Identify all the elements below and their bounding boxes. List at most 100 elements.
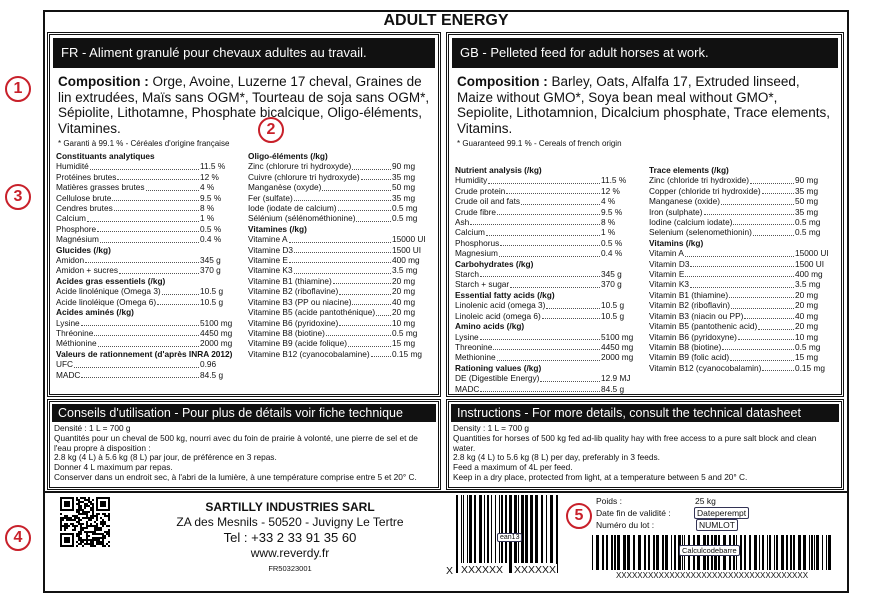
qr-module <box>88 539 90 541</box>
dot-leader <box>94 335 199 337</box>
qr-module <box>96 517 98 519</box>
french-nutrients: Constituants analytiques Humidité 11.5 % Pr… <box>50 151 438 380</box>
qr-module <box>76 525 78 527</box>
qr-module <box>88 543 90 545</box>
qr-module <box>96 527 98 529</box>
qr-module <box>76 533 78 535</box>
barcode-bar <box>535 495 538 563</box>
nutrient-row: Vitamin B3 (niacin ou PP) 40 mg <box>649 311 835 321</box>
nutrient-name: Vitamin E <box>649 269 685 280</box>
qr-module <box>100 529 102 531</box>
dot-leader <box>485 234 600 236</box>
barcode-bar <box>809 535 810 570</box>
nutrient-value: 1500 UI <box>392 244 422 255</box>
marker-5: 5 <box>566 503 592 529</box>
dot-leader <box>750 182 794 184</box>
qr-module <box>102 543 104 545</box>
qr-module <box>106 515 108 517</box>
qr-module <box>108 535 110 537</box>
dot-leader <box>731 307 794 309</box>
dot-leader <box>370 356 391 358</box>
qr-module <box>60 517 62 519</box>
qr-module <box>86 533 88 535</box>
dot-leader <box>376 314 391 316</box>
qr-module <box>78 523 80 525</box>
company-website: www.reverdy.fr <box>250 546 330 560</box>
dot-leader <box>737 338 794 340</box>
nutrient-row: Threonine 4450 mg <box>455 342 641 352</box>
expiry-label: Date fin de validité : <box>596 508 671 518</box>
qr-module <box>84 507 86 509</box>
qr-module <box>92 511 94 513</box>
dot-leader <box>510 286 600 288</box>
dot-leader <box>294 252 391 254</box>
instruction-line: 2.8 kg (4 L) to 5.6 kg (8 L) per day, pr… <box>453 452 660 463</box>
qr-module <box>98 527 100 529</box>
nutrient-row: Amidon 345 g <box>56 255 240 265</box>
qr-module <box>86 537 88 539</box>
qr-module <box>72 515 74 517</box>
qr-module <box>70 517 72 519</box>
qr-module <box>66 527 68 529</box>
dot-leader <box>288 262 391 264</box>
nutrient-name: Vitamine B8 (biotine) <box>248 327 325 338</box>
nutrient-name: DE (Digestible Energy) <box>455 373 540 384</box>
qr-module <box>102 533 104 535</box>
nutrient-value: 10.5 g <box>601 310 625 321</box>
section-title: Trace elements (/kg) <box>649 165 729 175</box>
nutrient-value: 40 mg <box>795 310 819 321</box>
nutrient-name: Thréonine <box>56 327 94 338</box>
qr-module <box>62 517 64 519</box>
french-instructions-header: Conseils d'utilisation - Pour plus de dé… <box>52 404 436 422</box>
dot-leader <box>113 210 199 212</box>
nutrient-name: Vitamine A <box>248 234 288 245</box>
nutrient-value: 35 mg <box>795 185 819 196</box>
nutrient-row: Vitamine D3 1500 UI <box>248 245 432 255</box>
nutrient-name: Linolenic acid (omega 3) <box>455 300 546 311</box>
nutrient-value: 400 mg <box>392 255 420 266</box>
qr-module <box>86 513 88 515</box>
english-composition: Composition : Barley, Oats, Alfalfa 17, … <box>449 71 841 136</box>
nutrient-row: Humidity 11.5 % <box>455 175 641 185</box>
nutrient-row: Zinc (chlorure tri hydroxyde) 90 mg <box>248 161 432 171</box>
qr-module <box>70 523 72 525</box>
dot-leader <box>145 189 199 191</box>
qr-module <box>66 515 68 517</box>
nutrient-row: Vitamin K3 3.5 mg <box>649 279 835 289</box>
barcode-bar <box>627 535 630 570</box>
qr-module <box>100 543 102 545</box>
barcode-bar <box>467 495 468 563</box>
qr-module <box>102 519 104 521</box>
qr-module <box>104 521 106 523</box>
nutrient-value: 20 mg <box>392 307 416 318</box>
qr-module <box>102 541 104 543</box>
qr-module <box>80 497 82 499</box>
nutrient-name: Vitamin B12 (cyanocobalamin) <box>649 362 762 373</box>
nutrient-value: 15000 UI <box>392 234 426 245</box>
barcode-bar <box>674 535 676 570</box>
barcode-bar <box>505 495 507 563</box>
label-border <box>43 10 849 593</box>
nutrient-value: 15 mg <box>392 338 416 349</box>
ean-left-digits: XXXXXX <box>460 564 505 576</box>
nutrient-name: Copper (chloride tri hydroxide) <box>649 185 761 196</box>
nutrient-name: Amidon + sucres <box>56 265 119 276</box>
nutrient-value: 0.96 <box>200 359 217 370</box>
barcode-bar <box>754 535 757 570</box>
barcode-bar <box>456 495 458 573</box>
nutrient-name: UFC <box>56 359 74 370</box>
nutrient-value: 15000 UI <box>795 248 829 259</box>
barcode-bar <box>530 495 533 563</box>
nutrient-row: Matières grasses brutes 4 % <box>56 182 240 192</box>
qr-module <box>90 543 92 545</box>
nutrient-value: 50 mg <box>392 182 416 193</box>
marker-3: 3 <box>5 184 31 210</box>
qr-module <box>86 499 88 501</box>
nutrient-value: 9.5 % <box>200 192 222 203</box>
barcode-bar <box>790 535 792 570</box>
qr-module <box>60 513 62 515</box>
barcode-bar <box>653 535 655 570</box>
qr-module <box>78 533 80 535</box>
barcode-bar <box>767 535 768 570</box>
nutrient-row: Méthionine 2000 mg <box>56 338 240 348</box>
